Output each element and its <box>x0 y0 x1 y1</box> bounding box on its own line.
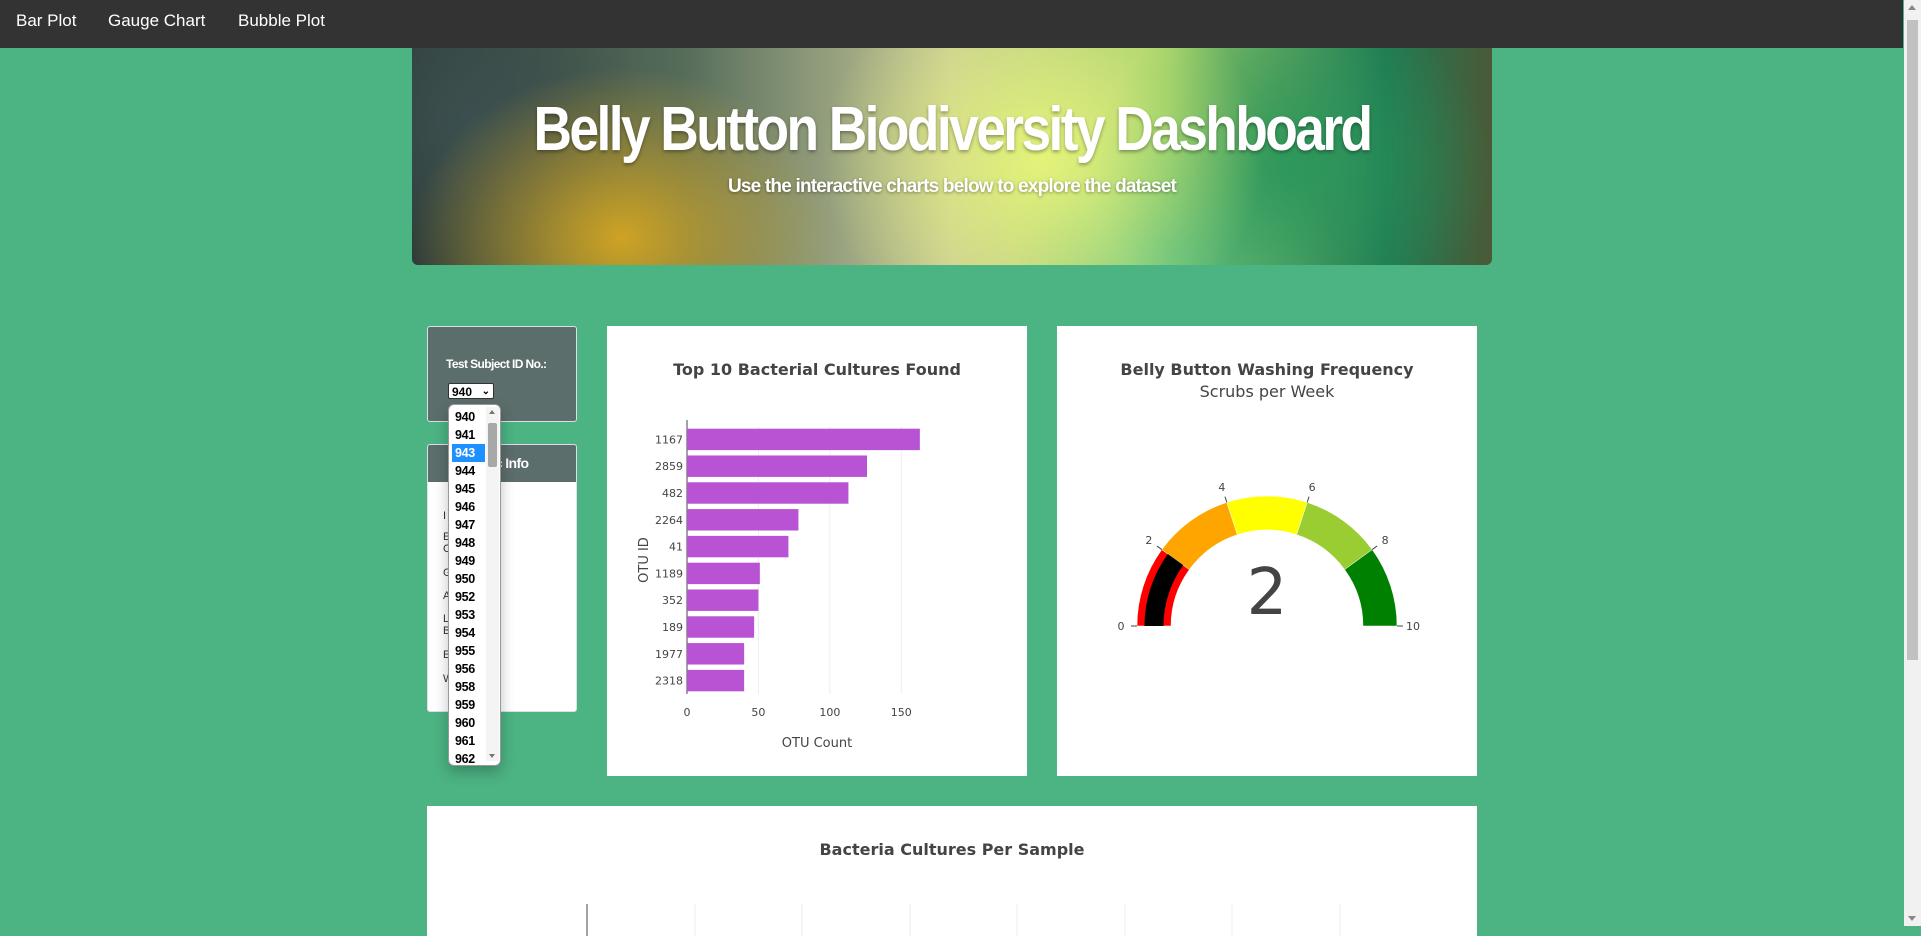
subject-id-select[interactable]: 940 ⌄ <box>448 383 494 399</box>
x-tick-label: 0 <box>684 706 691 719</box>
dropdown-scroll-thumb[interactable] <box>488 423 497 467</box>
selector-label: Test Subject ID No.: <box>446 357 547 371</box>
y-axis-title: OTU ID <box>637 537 652 583</box>
gauge-tick <box>1224 496 1228 503</box>
dropdown-option[interactable]: 958 <box>455 680 475 694</box>
bar <box>687 616 755 638</box>
demo-line: C <box>443 543 451 555</box>
gauge-value-bar <box>1144 553 1184 626</box>
x-tick-label: 100 <box>819 706 840 719</box>
bar <box>687 455 867 477</box>
bar <box>687 643 745 665</box>
header-banner: Belly Button Biodiversity Dashboard Use … <box>412 48 1492 265</box>
dropdown-scroll-up-icon[interactable] <box>489 410 495 414</box>
gauge-tick <box>1371 545 1378 550</box>
page-title: Belly Button Biodiversity Dashboard <box>533 95 1373 164</box>
dropdown-option[interactable]: 962 <box>455 752 475 766</box>
gauge-chart-title: Belly Button Washing Frequency <box>1120 360 1414 379</box>
dropdown-option[interactable]: 954 <box>455 626 475 640</box>
nav-link-bar-plot[interactable]: Bar Plot <box>16 11 77 30</box>
navbar: Bar Plot Gauge Chart Bubble Plot <box>0 0 1903 48</box>
bar <box>687 562 760 585</box>
demo-line: E <box>443 649 451 661</box>
gauge-step <box>1226 495 1308 536</box>
dropdown-option[interactable]: 956 <box>455 662 475 676</box>
gauge-tick-label: 0 <box>1118 620 1125 633</box>
bar <box>687 428 920 451</box>
dropdown-scroll-down-icon[interactable] <box>489 754 495 758</box>
dropdown-option[interactable]: 952 <box>455 590 475 604</box>
gauge-tick <box>1306 496 1310 503</box>
y-tick-label: 352 <box>662 594 683 607</box>
chevron-down-icon: ⌄ <box>481 386 490 397</box>
y-tick-label: 1167 <box>655 433 683 446</box>
gauge-value-label: 2 <box>1247 556 1288 630</box>
y-tick-label: 1189 <box>655 567 683 580</box>
bar <box>687 509 799 531</box>
bubble-chart-card: Bacteria Cultures Per Sample <box>427 806 1477 936</box>
dropdown-scrollbar[interactable] <box>486 407 499 761</box>
dropdown-option[interactable]: 953 <box>455 608 475 622</box>
gauge-tick-label: 8 <box>1382 534 1389 547</box>
y-tick-label: 41 <box>669 541 683 554</box>
bubble-chart-grid <box>586 904 1341 936</box>
x-tick-label: 150 <box>891 706 912 719</box>
bar-chart-title: Top 10 Bacterial Cultures Found <box>673 360 961 379</box>
scroll-up-arrow[interactable] <box>1908 5 1916 10</box>
gauge-tick-label: 10 <box>1406 620 1420 633</box>
nav-link-gauge-chart[interactable]: Gauge Chart <box>108 11 206 30</box>
subject-id-dropdown-list[interactable]: 940 941 943 944 945 946 947 948 949 950 952 953 954 9… <box>448 404 501 766</box>
dropdown-option[interactable]: 960 <box>455 716 475 730</box>
gauge-tick-label: 4 <box>1218 481 1225 494</box>
dropdown-option[interactable]: 941 <box>455 428 475 442</box>
page-scrollbar[interactable] <box>1904 0 1921 926</box>
page-subtitle: Use the interactive charts below to expl… <box>727 176 1177 197</box>
gauge-step <box>1344 549 1398 627</box>
dropdown-option[interactable]: 947 <box>455 518 475 532</box>
dropdown-option[interactable]: 961 <box>455 734 475 748</box>
dropdown-option[interactable]: 959 <box>455 698 475 712</box>
nav-link-bubble-plot[interactable]: Bubble Plot <box>238 11 325 30</box>
dropdown-option[interactable]: 950 <box>455 572 475 586</box>
scroll-thumb[interactable] <box>1907 20 1918 660</box>
bar <box>687 482 849 504</box>
bar <box>687 589 759 611</box>
bar-chart: 1167 2859 482 2264 41 1189 352 189 1977 2318 0 50 10… <box>637 420 920 751</box>
gauge-tick-label: 2 <box>1145 534 1152 547</box>
bar <box>687 669 745 692</box>
y-tick-label: 482 <box>662 487 683 500</box>
x-axis-title: OTU Count <box>782 736 852 751</box>
demo-line: A <box>443 590 451 602</box>
bar <box>687 535 789 558</box>
dropdown-option[interactable]: 940 <box>455 410 475 424</box>
dropdown-option[interactable]: 943 <box>452 444 485 462</box>
y-tick-label: 2859 <box>655 460 683 473</box>
y-tick-label: 189 <box>662 621 683 634</box>
demo-line: I <box>443 510 447 522</box>
dropdown-option[interactable]: 944 <box>455 464 475 478</box>
dropdown-option[interactable]: 955 <box>455 644 475 658</box>
gauge-chart-subtitle: Scrubs per Week <box>1199 382 1335 401</box>
y-tick-label: 2264 <box>655 514 683 527</box>
x-tick-label: 50 <box>751 706 765 719</box>
dropdown-option[interactable]: 946 <box>455 500 475 514</box>
y-tick-label: 1977 <box>655 648 683 661</box>
dropdown-option[interactable]: 949 <box>455 554 475 568</box>
selected-value: 940 <box>452 385 473 399</box>
bar-chart-card: Top 10 Bacterial Cultures Found 1167 2859… <box>607 326 1027 776</box>
dropdown-option[interactable]: 945 <box>455 482 475 496</box>
gauge-tick <box>1156 545 1163 550</box>
y-tick-label: 2318 <box>655 675 683 688</box>
gauge-tick-label: 6 <box>1309 481 1316 494</box>
dropdown-option[interactable]: 948 <box>455 536 475 550</box>
scroll-down-arrow[interactable] <box>1908 916 1916 921</box>
gauge-chart: 0 2 4 6 8 10 2 <box>1118 481 1421 633</box>
bubble-chart-title: Bacteria Cultures Per Sample <box>819 840 1085 859</box>
gauge-chart-card: Belly Button Washing Frequency Scrubs pe… <box>1057 326 1477 776</box>
